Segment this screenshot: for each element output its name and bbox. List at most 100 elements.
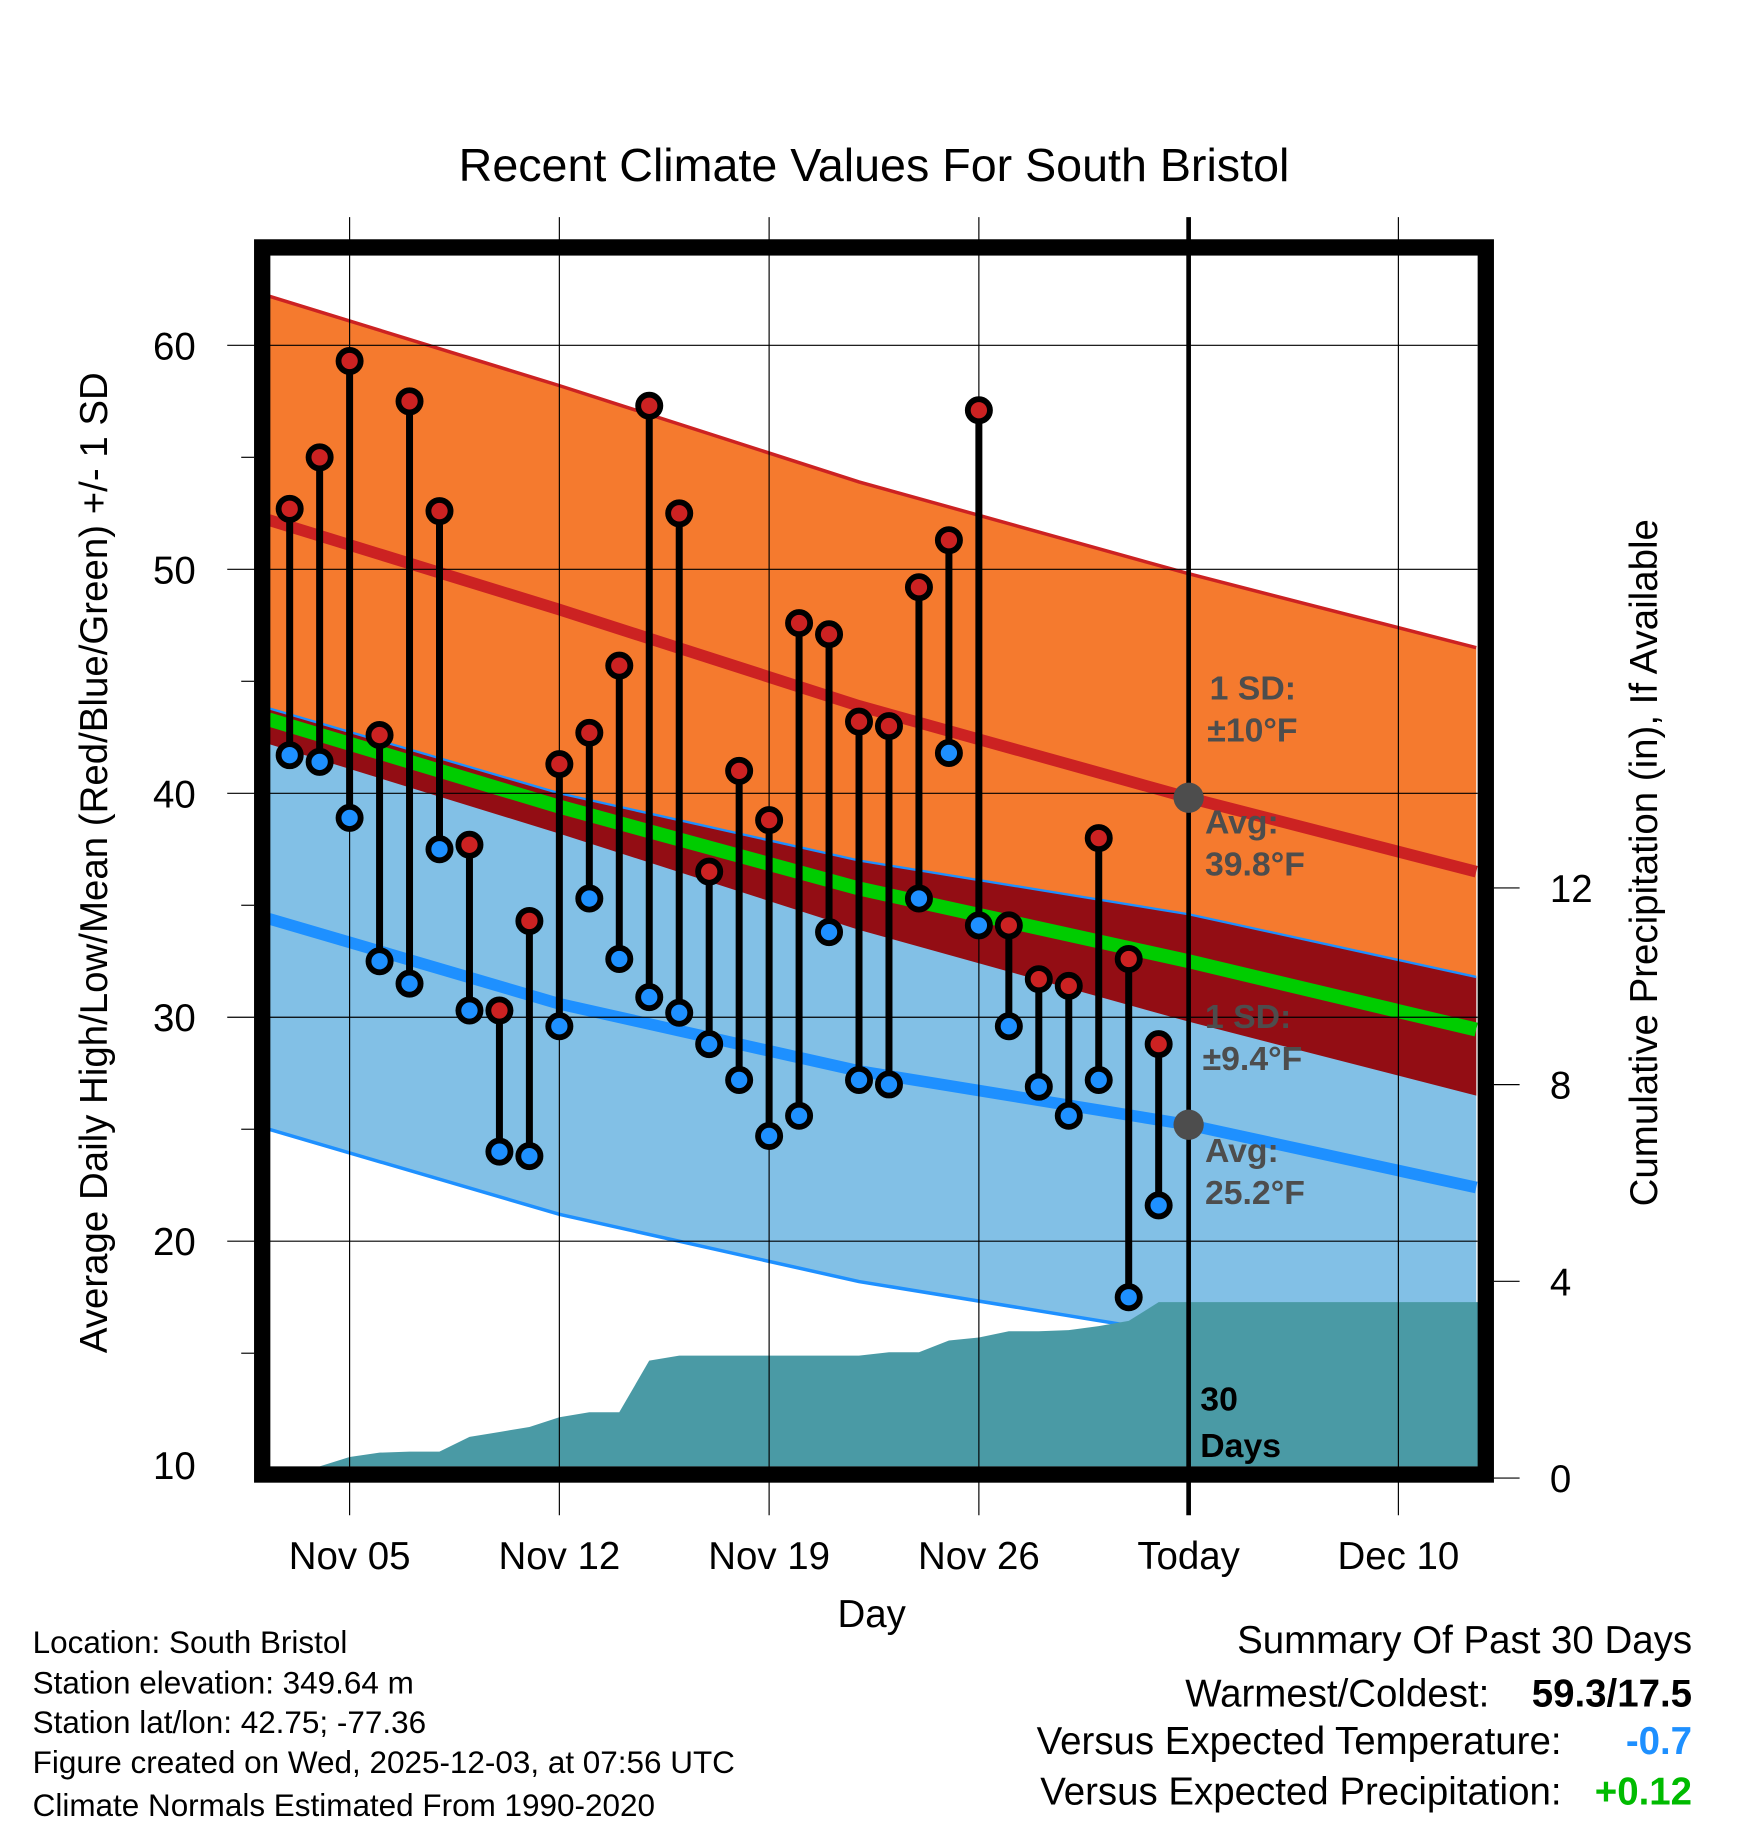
x-axis-label: Day [837,1593,906,1636]
footer-normals: Climate Normals Estimated From 1990-2020 [33,1788,655,1823]
daily-low-point [725,1065,754,1094]
daily-high-point [635,391,664,420]
daily-high-point [904,573,933,602]
daily-low-point [964,911,993,940]
footer-created: Figure created on Wed, 2025-12-03, at 07… [33,1745,735,1780]
daily-high-point [335,347,364,375]
daily-low-point [1144,1191,1173,1220]
daily-low-point [515,1142,544,1171]
daily-high-point [665,499,694,528]
x-tick-label: Nov 12 [498,1535,620,1578]
summary-precip-label: Versus Expected Precipitation: [1040,1770,1561,1813]
x-tick-label: Nov 26 [918,1535,1040,1578]
daily-high-point [395,387,424,416]
daily-low-point [755,1121,784,1150]
high-sd-value: ±10°F [1207,712,1297,750]
daily-low-point [665,998,694,1027]
daily-low-point [904,884,933,913]
daily-high-point [575,718,604,747]
low-sd-label: 1 SD: [1205,998,1291,1036]
daily-high-point [275,494,304,523]
daily-high-point [845,707,873,736]
daily-high-point [545,750,574,779]
daily-high-point [1114,945,1143,973]
daily-low-point [635,983,664,1012]
high-sd-label: 1 SD: [1210,670,1296,708]
y2-tick-label: 0 [1550,1458,1571,1501]
high-avg-label: Avg: [1205,804,1279,842]
daily-high-point [815,620,844,649]
y-axis-label: Average Daily High/Low/Mean (Red/Blue/Gr… [73,372,116,1353]
daily-low-point [874,1070,903,1099]
daily-high-point [964,396,993,425]
daily-low-point [1084,1065,1113,1094]
summary-title: Summary Of Past 30 Days [1237,1619,1692,1662]
daily-low-point [365,947,394,976]
summary-warmest-label: Warmest/Coldest: [1185,1672,1489,1715]
daily-high-point [455,830,484,859]
high-sd-band [268,296,1477,1096]
daily-low-point [395,969,424,998]
daily-high-point [365,721,394,750]
today-avg-high-marker [1173,782,1204,813]
daily-high-point [425,497,454,526]
daily-high-point [485,996,514,1025]
avg-high-line [267,514,1478,878]
footer-elevation: Station elevation: 349.64 m [33,1666,414,1701]
daily-low-point [335,803,364,832]
daily-low-point [545,1012,574,1041]
daily-high-point [515,906,544,935]
x-tick-label: Nov 05 [289,1535,411,1578]
daily-high-point [1084,824,1113,853]
y2-axis-label: Cumulative Precipitation (in), If Availa… [1623,519,1666,1206]
daily-low-point [305,747,334,776]
daily-low-point [695,1030,724,1059]
y-tick-label: 20 [153,1221,196,1264]
y2-tick-label: 4 [1550,1261,1571,1304]
footer-location: Location: South Bristol [33,1625,348,1660]
today-avg-low-marker [1173,1109,1204,1140]
y-tick-label: 10 [153,1445,196,1488]
low-avg-value: 25.2°F [1205,1174,1305,1212]
x-tick-label: Nov 19 [708,1535,830,1578]
precipitation-area [265,1302,1480,1467]
chart-title: Recent Climate Values For South Bristol [459,139,1290,191]
daily-low-point [785,1101,814,1130]
summary-temp-value: -0.7 [1626,1720,1692,1763]
daily-low-point [425,835,454,864]
daily-high-point [994,911,1023,940]
x-tick-label: Today [1137,1535,1240,1578]
daily-low-point [605,945,634,973]
daily-high-point [605,651,634,680]
y-tick-label: 30 [153,997,196,1040]
high-sd-upper-line [268,294,1477,650]
daily-low-point [1024,1072,1053,1101]
daily-high-point [755,806,784,835]
daily-high-point [1144,1030,1173,1059]
daily-high-point [305,443,334,472]
daily-high-point [1024,965,1053,994]
plot-frame [254,239,1494,1483]
daily-low-point [815,918,844,947]
low-avg-label: Avg: [1205,1132,1279,1170]
summary-precip-value: +0.12 [1595,1770,1692,1813]
daily-low-point [455,996,484,1025]
low-sd-value: ±9.4°F [1203,1040,1303,1078]
daily-high-point [695,857,724,886]
daily-low-point [1054,1101,1083,1130]
y-tick-label: 60 [153,325,196,368]
daily-low-point [934,738,963,767]
daily-low-point [575,884,604,913]
x-tick-label: Dec 10 [1337,1535,1459,1578]
high-avg-value: 39.8°F [1205,846,1305,884]
y2-tick-label: 8 [1550,1065,1571,1108]
daily-low-point [845,1065,873,1094]
daily-high-point [725,756,754,785]
summary-temp-label: Versus Expected Temperature: [1037,1720,1562,1763]
daily-high-point [785,609,814,638]
daily-high-point [934,526,963,555]
daily-low-point [485,1137,514,1166]
days-count-label: 30 [1200,1380,1238,1418]
daily-high-point [874,712,903,741]
